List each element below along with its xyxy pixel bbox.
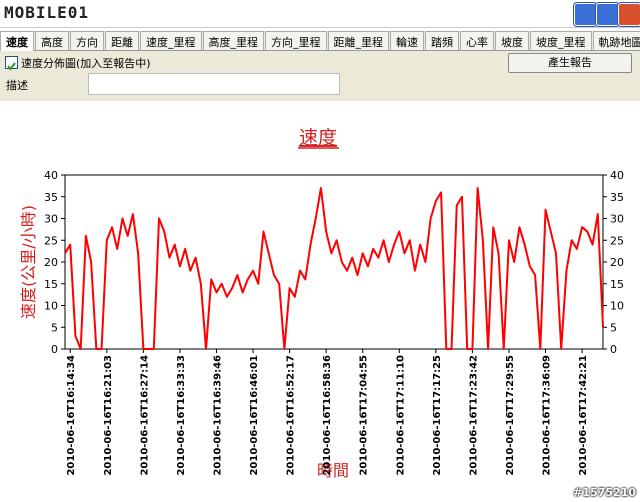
tab[interactable]: 心率 [460, 31, 494, 50]
tab[interactable]: 踏頻 [425, 31, 459, 50]
title-bar: MOBILE01 [0, 0, 640, 28]
description-label: 描述 [6, 79, 28, 92]
y2-tick-label: 15 [610, 278, 624, 291]
tab-bar: 速度 高度 方向 距離 速度_里程 高度_里程 方向_里程 距離_里程 輪速 踏頻 心率 坡度 坡度_里… [0, 31, 640, 52]
y2-tick-label: 0 [610, 343, 617, 356]
x-tick-label: 2010-06-16T16:46:01 [249, 355, 260, 476]
x-tick-label: 2010-06-16T16:33:33 [176, 355, 187, 476]
x-tick-label: 2010-06-16T17:29:55 [505, 355, 516, 476]
y2-tick-label: 5 [610, 321, 617, 334]
chart-background [0, 102, 640, 502]
plot-frame [64, 174, 604, 350]
tab[interactable]: 距離_里程 [327, 31, 389, 50]
x-tick-label: 2010-06-16T17:23:42 [468, 355, 479, 476]
chart-title: 速度 [299, 127, 337, 149]
x-tick-label: 2010-06-16T17:36:09 [542, 355, 553, 476]
x-tick-label: 2010-06-16T17:42:21 [578, 355, 589, 476]
y2-tick-label: 35 [610, 191, 624, 204]
tab[interactable]: 方向_里程 [265, 31, 327, 50]
options-panel: 速度分佈圖(加入至報告中) 產生報告 描述 [0, 51, 640, 101]
x-tick-label: 2010-06-16T17:04:55 [359, 355, 370, 476]
x-tick-label: 2010-06-16T16:58:36 [322, 355, 333, 476]
tab[interactable]: 速度_里程 [140, 31, 202, 50]
data-line [64, 187, 604, 350]
y-tick-label: 5 [51, 321, 58, 334]
x-tick-label: 2010-06-16T16:14:34 [66, 355, 77, 476]
tab[interactable]: 距離 [105, 31, 139, 50]
y2-tick-label: 30 [610, 213, 624, 226]
y2-tick-label: 10 [610, 300, 624, 313]
close-button[interactable] [618, 3, 640, 26]
y-tick-label: 15 [44, 278, 58, 291]
x-tick-label: 2010-06-16T16:52:17 [286, 355, 297, 476]
y-tick-label: 0 [51, 343, 58, 356]
x-axis-label: 時間 [317, 461, 349, 480]
check-mark [7, 62, 16, 71]
y-tick-label: 35 [44, 191, 58, 204]
report-button[interactable]: 產生報告 [508, 53, 632, 73]
tab[interactable]: 坡度 [495, 31, 529, 50]
minimize-button[interactable] [574, 3, 597, 26]
y2-tick-label: 40 [610, 169, 624, 182]
checkbox[interactable] [5, 56, 18, 71]
tab[interactable]: 速度 [0, 31, 34, 52]
checkbox-label[interactable]: 速度分佈圖(加入至報告中) [21, 57, 151, 70]
watermark: #1575210 [573, 486, 636, 499]
tab[interactable]: 方向 [70, 31, 104, 50]
x-tick-label: 2010-06-16T17:17:25 [432, 355, 443, 476]
tab[interactable]: 軌跡地圖 [592, 31, 640, 50]
x-tick-label: 2010-06-16T17:11:10 [395, 355, 406, 476]
y-tick-label: 10 [44, 300, 58, 313]
x-tick-label: 2010-06-16T16:39:46 [212, 355, 223, 476]
x-tick-label: 2010-06-16T16:27:14 [139, 355, 150, 476]
y-axis-label: 速度(公里/小時) [19, 205, 38, 319]
y2-tick-label: 25 [610, 234, 624, 247]
y-tick-label: 20 [44, 256, 58, 269]
maximize-button[interactable] [596, 3, 619, 26]
y2-tick-label: 20 [610, 256, 624, 269]
x-tick-label: 2010-06-16T16:21:03 [103, 355, 114, 476]
tab[interactable]: 高度_里程 [202, 31, 264, 50]
tab[interactable]: 輪速 [390, 31, 424, 50]
y-tick-label: 40 [44, 169, 58, 182]
tab[interactable]: 坡度_里程 [530, 31, 592, 50]
app-name: MOBILE01 [4, 3, 90, 22]
y-tick-label: 30 [44, 213, 58, 226]
description-input[interactable] [88, 73, 340, 95]
y-tick-label: 25 [44, 234, 58, 247]
tab[interactable]: 高度 [35, 31, 69, 50]
